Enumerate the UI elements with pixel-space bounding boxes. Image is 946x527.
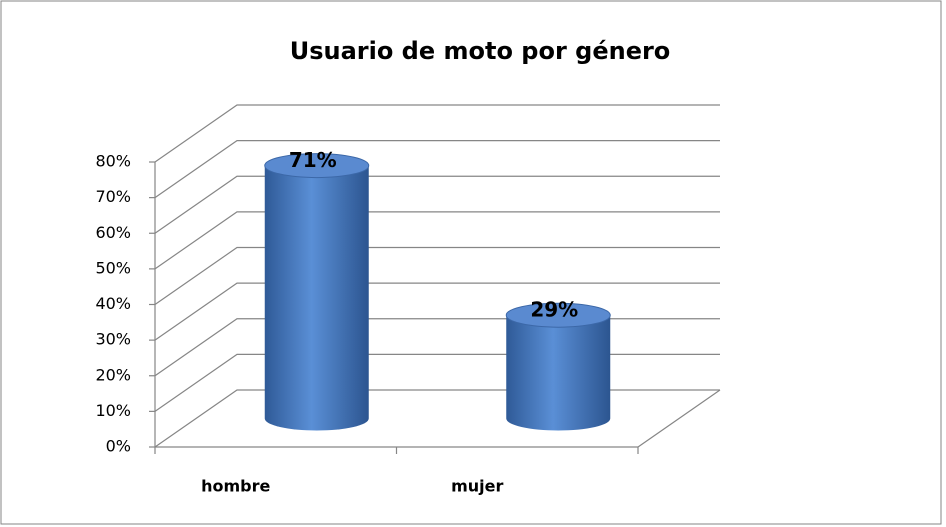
bar-top bbox=[505, 302, 611, 328]
y-tick-label: 60% bbox=[95, 223, 131, 242]
value-label: 29% bbox=[530, 298, 578, 322]
bar bbox=[505, 302, 611, 431]
y-tick-label: 70% bbox=[95, 187, 131, 206]
grid-line bbox=[154, 282, 720, 341]
y-tick-label: 0% bbox=[106, 437, 131, 456]
y-tick-label: 10% bbox=[95, 401, 131, 420]
value-label: 71% bbox=[289, 148, 337, 172]
y-tick-label: 50% bbox=[95, 258, 131, 277]
bar-body bbox=[506, 315, 611, 431]
y-tick-label: 80% bbox=[95, 152, 131, 171]
y-tick-label: 30% bbox=[95, 330, 131, 349]
grid-line bbox=[154, 211, 720, 270]
grid-line bbox=[154, 140, 720, 199]
bar-top bbox=[264, 153, 370, 179]
x-tick-label: hombre bbox=[201, 477, 270, 496]
grid-line bbox=[154, 246, 720, 305]
grid-line bbox=[154, 104, 720, 163]
y-tick-label: 40% bbox=[95, 294, 131, 313]
bar-body bbox=[264, 165, 369, 431]
y-tick-label: 20% bbox=[95, 365, 131, 384]
grid-line bbox=[154, 175, 720, 234]
x-tick-label: mujer bbox=[451, 477, 503, 496]
chart-title: Usuario de moto por género bbox=[290, 37, 671, 65]
bar bbox=[264, 153, 370, 431]
